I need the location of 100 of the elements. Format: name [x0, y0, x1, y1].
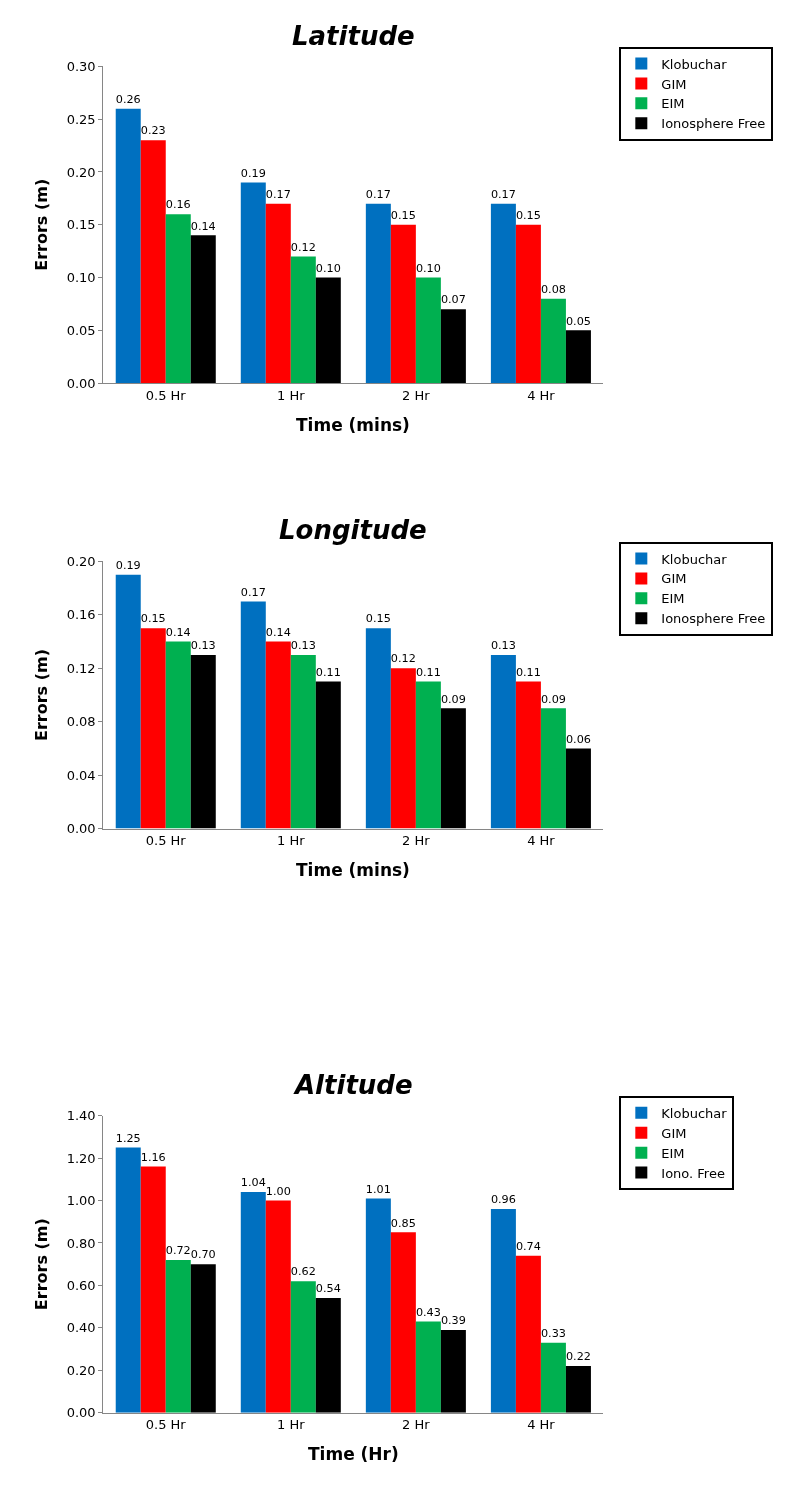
y-tick-label: 0.16	[66, 607, 96, 623]
bar	[415, 277, 441, 384]
bar	[165, 214, 191, 384]
bar	[415, 1321, 441, 1413]
bar	[165, 641, 191, 829]
legend-label: Iono. Free	[661, 1165, 725, 1181]
bar	[540, 708, 566, 829]
bar	[115, 108, 141, 384]
y-tick-label: 0.04	[66, 767, 96, 783]
data-label: 0.19	[115, 558, 141, 572]
y-tick-label: 0.20	[66, 553, 96, 569]
data-label: 0.15	[365, 612, 391, 626]
y-tick-label: 0.20	[66, 164, 96, 180]
bar	[390, 1232, 416, 1413]
data-label: 0.96	[490, 1193, 516, 1207]
bar	[290, 654, 316, 829]
data-label: 0.14	[265, 625, 291, 639]
x-tick-label: 0.5 Hr	[145, 833, 187, 849]
data-label: 0.33	[540, 1326, 566, 1340]
y-tick-label: 1.20	[66, 1150, 96, 1166]
data-label: 0.12	[290, 240, 316, 254]
x-tick-label: 4 Hr	[527, 833, 556, 849]
bar	[490, 654, 516, 829]
bar	[240, 601, 266, 829]
legend-label: GIM	[661, 571, 687, 587]
legend-label: GIM	[661, 1125, 687, 1141]
bar	[165, 1259, 191, 1413]
data-label: 0.85	[390, 1216, 416, 1230]
x-tick-label: 2 Hr	[402, 387, 431, 403]
data-label: 0.10	[315, 261, 341, 275]
bar	[515, 681, 541, 829]
bar	[115, 1147, 141, 1413]
data-label: 0.11	[315, 665, 341, 679]
y-axis-title: Errors (m)	[31, 178, 51, 271]
data-label: 0.54	[315, 1282, 341, 1296]
data-label: 1.01	[365, 1182, 391, 1196]
bar	[565, 330, 591, 384]
bar	[540, 298, 566, 384]
data-label: 0.15	[390, 208, 416, 222]
x-tick-label: 4 Hr	[527, 387, 556, 403]
bar	[190, 654, 216, 829]
data-label: 0.07	[440, 293, 466, 307]
y-tick-label: 0.05	[66, 322, 96, 338]
x-tick-label: 2 Hr	[402, 833, 431, 849]
data-label: 0.14	[190, 219, 216, 233]
bar	[490, 203, 516, 384]
y-tick-label: 0.40	[66, 1320, 96, 1336]
bar	[140, 1166, 166, 1413]
y-tick-label: 0.25	[66, 111, 96, 127]
bar	[365, 1198, 391, 1413]
legend-label: Ionosphere Free	[661, 116, 766, 132]
bar	[390, 224, 416, 384]
legend-label: EIM	[661, 96, 685, 112]
data-label: 0.19	[240, 166, 266, 180]
bar	[490, 1209, 516, 1413]
data-label: 0.43	[415, 1305, 441, 1319]
bar	[190, 235, 216, 384]
data-label: 0.06	[565, 732, 591, 746]
bar	[565, 748, 591, 829]
y-tick-label: 1.40	[66, 1108, 96, 1124]
data-label: 0.26	[115, 92, 141, 106]
y-tick-label: 0.60	[66, 1277, 96, 1293]
data-label: 1.00	[265, 1184, 291, 1198]
data-label: 0.70	[190, 1248, 216, 1262]
y-tick-label: 0.00	[66, 821, 96, 837]
x-tick-label: 1 Hr	[277, 1417, 306, 1433]
bar	[415, 681, 441, 829]
data-label: 0.10	[415, 261, 441, 275]
data-label: 0.13	[190, 639, 216, 653]
data-label: 0.08	[540, 282, 566, 296]
bar	[265, 1200, 291, 1413]
data-label: 0.17	[490, 187, 516, 201]
data-label: 0.62	[290, 1265, 316, 1279]
bar	[290, 256, 316, 384]
data-label: 0.72	[165, 1244, 191, 1258]
x-tick-label: 0.5 Hr	[145, 1417, 187, 1433]
legend-label: EIM	[661, 591, 685, 607]
bar	[290, 1281, 316, 1413]
data-label: 0.13	[290, 639, 316, 653]
bar	[240, 182, 266, 384]
x-tick-label: 1 Hr	[277, 833, 306, 849]
chart-title: Altitude	[293, 1070, 413, 1100]
legend-label: GIM	[661, 76, 687, 92]
y-tick-label: 0.12	[66, 660, 96, 676]
bar	[540, 1342, 566, 1413]
bar	[390, 668, 416, 829]
data-label: 0.11	[515, 665, 541, 679]
data-label: 1.04	[240, 1176, 266, 1190]
bar	[265, 203, 291, 384]
x-axis-title: Time (mins)	[296, 860, 410, 880]
data-label: 1.25	[115, 1131, 141, 1145]
bar	[440, 309, 466, 384]
y-tick-label: 0.08	[66, 714, 96, 730]
data-label: 0.74	[515, 1239, 541, 1253]
y-tick-label: 0.00	[66, 1405, 96, 1421]
data-label: 0.05	[565, 314, 591, 328]
bar	[190, 1264, 216, 1413]
data-label: 0.14	[165, 625, 191, 639]
data-label: 0.09	[540, 692, 566, 706]
y-axis-title: Errors (m)	[31, 1218, 51, 1311]
